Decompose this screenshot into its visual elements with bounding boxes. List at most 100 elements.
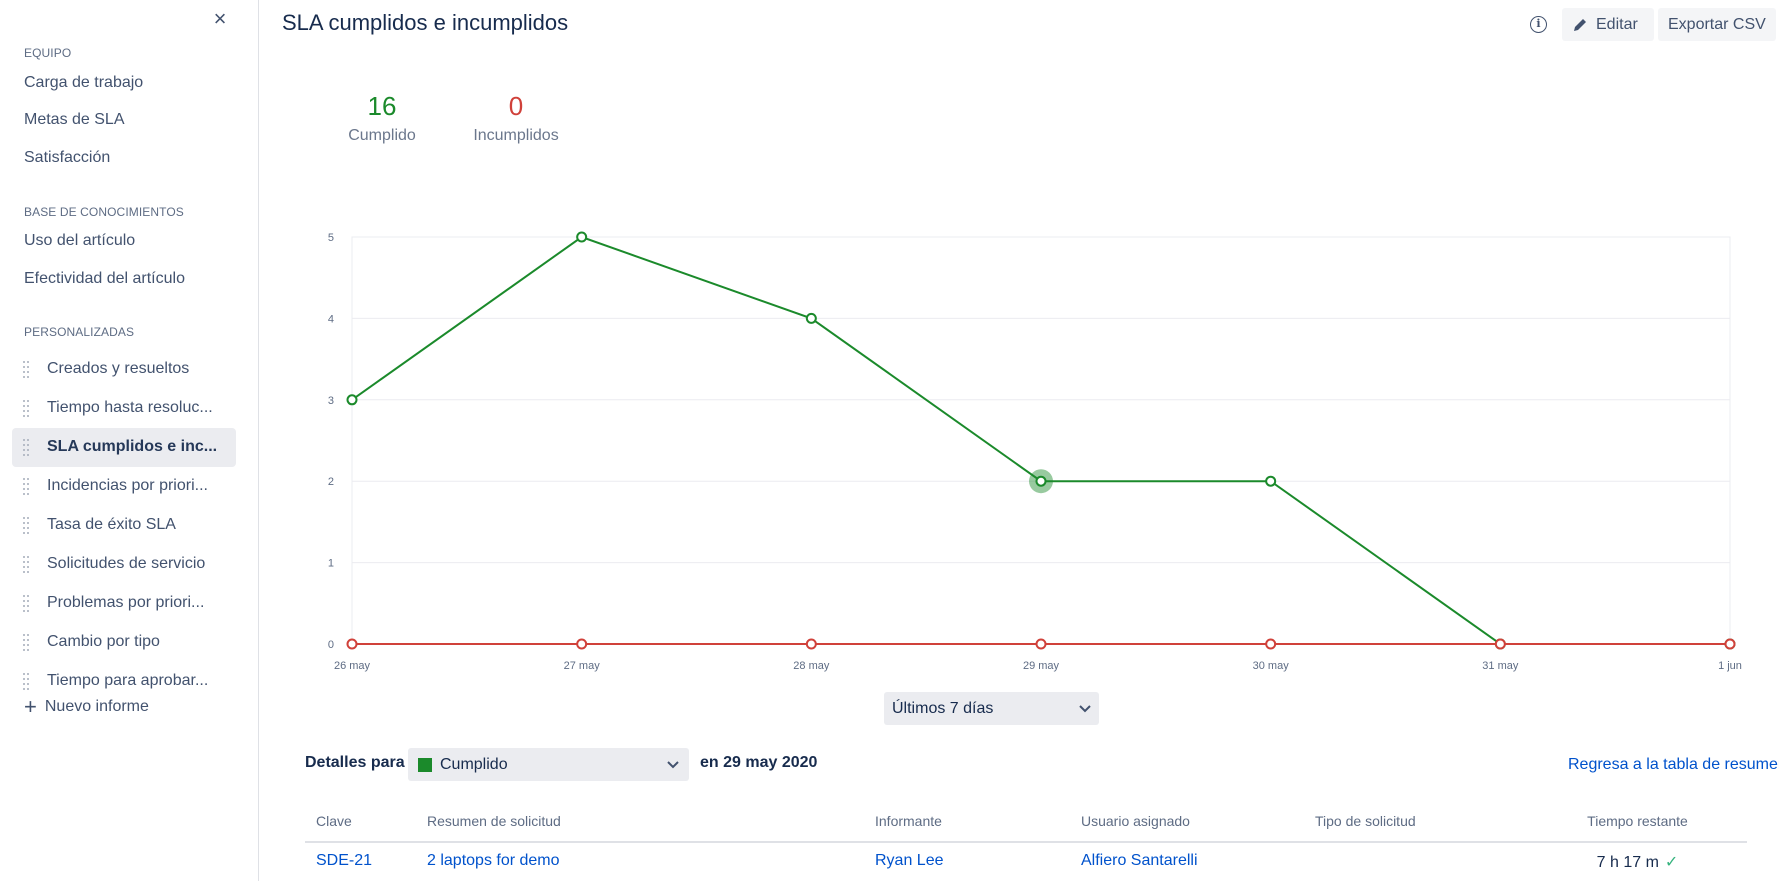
sidebar-custom-item[interactable]: SLA cumplidos e inc... bbox=[12, 428, 236, 467]
close-icon[interactable]: × bbox=[213, 6, 227, 31]
drag-handle-icon[interactable] bbox=[23, 595, 31, 612]
series-1-point bbox=[1494, 638, 1506, 650]
drag-handle-icon[interactable] bbox=[23, 517, 31, 534]
drag-handle-icon[interactable] bbox=[23, 439, 31, 456]
series-1-point bbox=[576, 638, 588, 650]
drag-handle-icon[interactable] bbox=[23, 673, 31, 690]
sidebar-custom-item-label: Cambio por tipo bbox=[47, 633, 160, 650]
new-report-label: Nuevo informe bbox=[44, 698, 149, 715]
drag-handle-icon[interactable] bbox=[23, 478, 31, 495]
sidebar-item-sla-goals[interactable]: Metas de SLA bbox=[24, 111, 125, 128]
series-0-point bbox=[1265, 475, 1277, 487]
col-request-type: Tipo de solicitud bbox=[1304, 813, 1517, 843]
drag-handle-icon[interactable] bbox=[23, 556, 31, 573]
series-0-point bbox=[805, 312, 817, 324]
pencil-icon bbox=[1574, 18, 1586, 31]
sidebar: × EQUIPO Carga de trabajo Metas de SLA S… bbox=[0, 0, 259, 881]
x-tick-label: 30 may bbox=[1253, 660, 1290, 672]
sidebar-custom-item[interactable]: Solicitudes de servicio bbox=[12, 545, 236, 584]
details-table: Clave Resumen de solicitud Informante Us… bbox=[305, 813, 1747, 881]
sidebar-custom-item-label: Solicitudes de servicio bbox=[47, 555, 206, 572]
sidebar-custom-item[interactable]: Tasa de éxito SLA bbox=[12, 506, 236, 545]
sidebar-custom-item-label: Tiempo para aprobar... bbox=[47, 672, 209, 689]
x-tick-label: 31 may bbox=[1482, 660, 1519, 672]
y-tick-label: 1 bbox=[328, 558, 334, 570]
drag-handle-icon[interactable] bbox=[23, 634, 31, 651]
series-0-point bbox=[1494, 638, 1506, 650]
series-0-point bbox=[1724, 638, 1736, 650]
issue-summary-link[interactable]: 2 laptops for demo bbox=[427, 852, 560, 869]
col-key: Clave bbox=[305, 813, 416, 843]
table-header-row: Clave Resumen de solicitud Informante Us… bbox=[305, 813, 1747, 843]
sidebar-item-article-usage[interactable]: Uso del artículo bbox=[24, 232, 136, 249]
table-row: SDE-21 2 laptops for demo Ryan Lee Alfie… bbox=[305, 842, 1747, 881]
export-label: Exportar CSV bbox=[1668, 15, 1766, 33]
sidebar-custom-item[interactable]: Problemas por priori... bbox=[12, 584, 236, 623]
col-reporter: Informante bbox=[864, 813, 1070, 843]
new-report-button[interactable]: + Nuevo informe bbox=[24, 694, 149, 719]
stat-met-value: 16 bbox=[367, 91, 397, 121]
page-title: SLA cumplidos e incumplidos bbox=[282, 10, 569, 35]
export-csv-button[interactable]: Exportar CSV bbox=[1658, 8, 1776, 41]
sidebar-custom-item[interactable]: Creados y resueltos bbox=[12, 350, 236, 389]
y-tick-label: 3 bbox=[328, 395, 334, 407]
sidebar-custom-item[interactable]: Tiempo hasta resoluc... bbox=[12, 389, 236, 428]
section-heading-team: EQUIPO bbox=[24, 46, 72, 60]
stat-met: 16 Cumplido bbox=[348, 91, 416, 145]
y-tick-label: 0 bbox=[328, 639, 334, 651]
stat-breached-label: Incumplidos bbox=[473, 127, 559, 144]
sidebar-custom-item[interactable]: Cambio por tipo bbox=[12, 623, 236, 662]
status-swatch bbox=[418, 757, 432, 772]
stat-met-label: Cumplido bbox=[348, 127, 416, 144]
info-icon[interactable]: i bbox=[1530, 16, 1547, 33]
sidebar-custom-item[interactable]: Tiempo para aprobar... bbox=[12, 662, 236, 701]
col-assignee: Usuario asignado bbox=[1070, 813, 1304, 843]
issue-key-link[interactable]: SDE-21 bbox=[316, 852, 373, 869]
status-select[interactable]: Cumplido bbox=[408, 748, 689, 781]
sidebar-custom-item-label: Incidencias por priori... bbox=[47, 477, 208, 494]
x-tick-label: 29 may bbox=[1023, 660, 1060, 672]
x-tick-label: 28 may bbox=[793, 660, 830, 672]
reporter-link[interactable]: Ryan Lee bbox=[875, 852, 944, 869]
sidebar-custom-item[interactable]: Incidencias por priori... bbox=[12, 467, 236, 506]
sidebar-custom-item-label: Tiempo hasta resoluc... bbox=[47, 399, 213, 416]
series-line-0 bbox=[351, 235, 1730, 645]
sidebar-custom-item-label: SLA cumplidos e inc... bbox=[47, 438, 218, 455]
sidebar-custom-item-label: Creados y resueltos bbox=[47, 360, 190, 377]
sidebar-custom-item-label: Tasa de éxito SLA bbox=[47, 516, 176, 533]
drag-handle-icon[interactable] bbox=[23, 400, 31, 417]
highlighted-point-halo bbox=[1029, 469, 1053, 494]
y-tick-label: 4 bbox=[328, 313, 334, 325]
edit-label: Editar bbox=[1596, 15, 1638, 33]
col-summary: Resumen de solicitud bbox=[416, 813, 864, 843]
status-value: Cumplido bbox=[440, 755, 508, 773]
sidebar-item-satisfaction[interactable]: Satisfacción bbox=[24, 149, 111, 166]
date-range-value: Últimos 7 días bbox=[892, 699, 994, 717]
series-0-point bbox=[576, 231, 588, 243]
series-1-point bbox=[1265, 638, 1277, 650]
series-1-point bbox=[1724, 638, 1736, 650]
chevron-down-icon bbox=[1079, 704, 1091, 712]
check-icon: ✓ bbox=[1664, 854, 1679, 871]
back-to-summary-link[interactable]: Regresa a la tabla de resumen bbox=[1568, 756, 1779, 773]
sidebar-custom-item-label: Problemas por priori... bbox=[47, 594, 205, 611]
sidebar-item-article-effectiveness[interactable]: Efectividad del artículo bbox=[24, 270, 185, 287]
chevron-down-icon bbox=[667, 760, 679, 768]
time-remaining-value: 7 h 17 m bbox=[1596, 854, 1659, 871]
x-tick-label: 26 may bbox=[334, 660, 371, 672]
date-range-select[interactable]: Últimos 7 días bbox=[884, 692, 1099, 725]
plus-icon: + bbox=[24, 694, 37, 719]
details-date: en 29 may 2020 bbox=[700, 754, 818, 771]
x-tick-label: 27 may bbox=[564, 660, 601, 672]
request-type-cell bbox=[1304, 842, 1517, 881]
drag-handle-icon[interactable] bbox=[23, 361, 31, 378]
edit-button[interactable]: Editar bbox=[1562, 8, 1654, 41]
sidebar-item-workload[interactable]: Carga de trabajo bbox=[24, 74, 144, 91]
assignee-link[interactable]: Alfiero Santarelli bbox=[1081, 852, 1198, 869]
series-0-point bbox=[1035, 475, 1047, 487]
series-1-point bbox=[805, 638, 817, 650]
details-label: Detalles para bbox=[305, 754, 405, 771]
stat-breached-value: 0 bbox=[508, 91, 524, 121]
col-time-remaining: Tiempo restante bbox=[1517, 813, 1747, 843]
